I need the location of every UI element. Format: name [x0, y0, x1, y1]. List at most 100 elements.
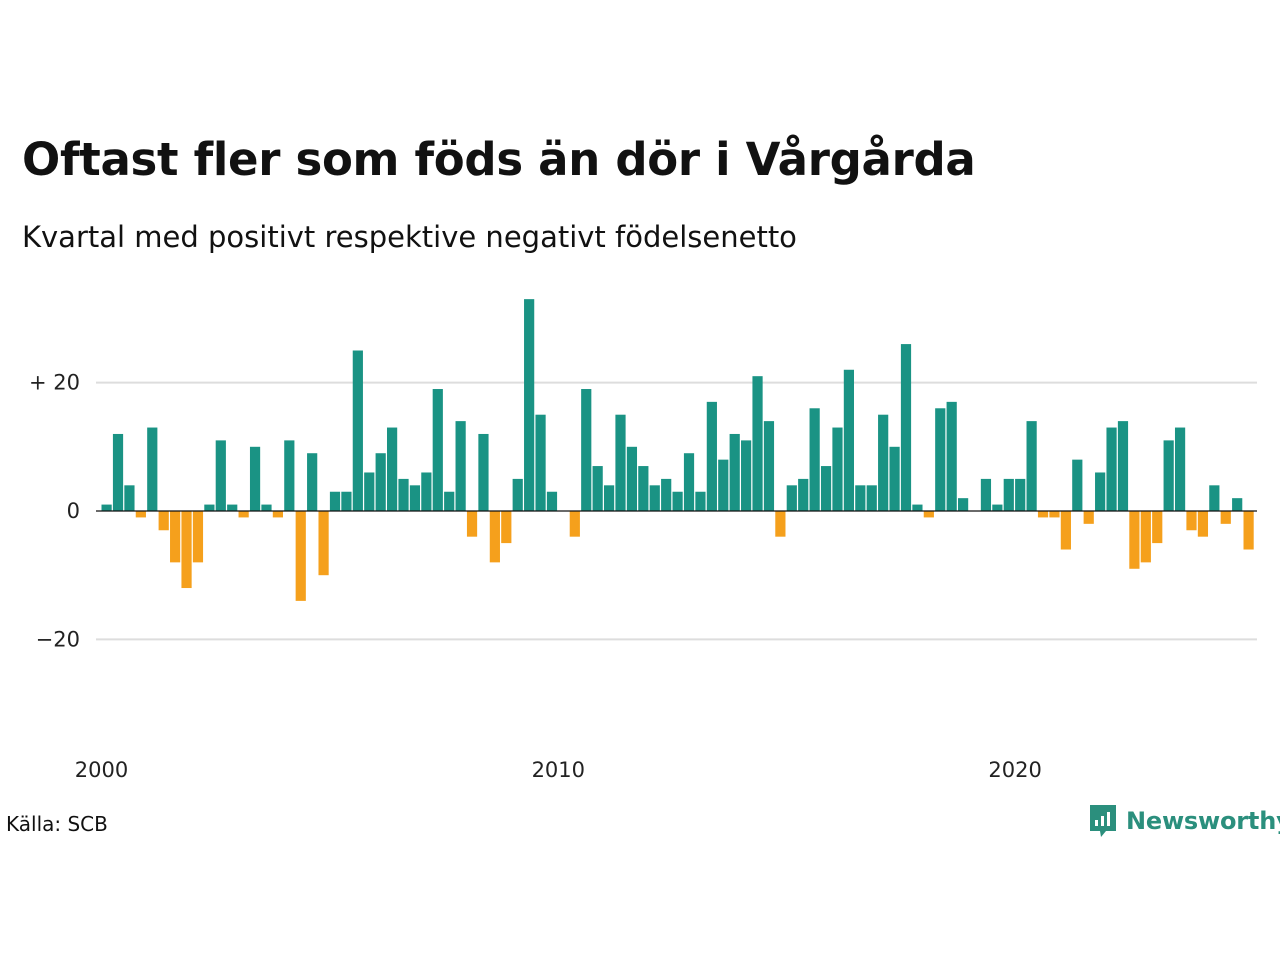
bar: [1129, 511, 1140, 569]
bar: [375, 453, 386, 511]
bar: [1220, 511, 1231, 524]
bar: [661, 478, 672, 511]
bar: [958, 498, 969, 511]
bar: [501, 511, 512, 544]
bar: [718, 459, 729, 511]
newsworthy-logo-icon: [1090, 805, 1116, 837]
bar: [638, 466, 649, 511]
bar: [181, 511, 192, 589]
bar: [923, 511, 934, 518]
chart-title: Oftast fler som föds än dör i Vårgårda: [22, 133, 976, 186]
bar: [329, 491, 341, 511]
gridlines: [96, 381, 1257, 641]
bar: [1015, 478, 1026, 511]
bar: [1026, 421, 1037, 511]
y-tick-label: + 20: [29, 371, 80, 395]
chart-subtitle: Kvartal med positivt respektive negativt…: [22, 220, 797, 254]
bar: [980, 478, 992, 511]
bar: [729, 433, 740, 511]
bar: [444, 491, 455, 511]
bar: [878, 414, 889, 511]
bar: [672, 491, 683, 511]
bar: [432, 389, 443, 511]
bar: [1060, 511, 1071, 550]
bar: [238, 511, 249, 518]
bar: [1232, 498, 1243, 511]
bar: [1209, 485, 1220, 511]
bar: [1003, 478, 1014, 511]
bar: [775, 511, 786, 537]
bar: [763, 421, 775, 511]
bar: [192, 511, 204, 563]
bar: [912, 504, 923, 511]
bar: [307, 453, 318, 511]
bar: [341, 491, 352, 511]
source-note: Källa: SCB: [6, 812, 108, 836]
bar: [992, 504, 1003, 511]
y-tick-label: −20: [36, 627, 80, 651]
bar: [626, 446, 638, 511]
bar: [272, 511, 283, 518]
bar: [855, 485, 866, 511]
bar: [603, 485, 615, 511]
bar: [215, 440, 226, 511]
bar: [1186, 511, 1197, 531]
bar: [1037, 511, 1049, 518]
bar: [752, 376, 763, 511]
bar: [1197, 511, 1209, 537]
bar: [1095, 472, 1106, 511]
bar: [592, 466, 603, 511]
bar: [900, 344, 912, 511]
bar: [798, 478, 809, 511]
bar: [170, 511, 181, 563]
brand-logo[interactable]: Newsworthy: [1088, 803, 1280, 839]
bar: [1152, 511, 1163, 544]
bar: [1072, 459, 1083, 511]
x-tick-label: 2020: [988, 758, 1041, 782]
bar: [135, 511, 146, 518]
bar: [352, 350, 363, 511]
bar: [158, 511, 169, 531]
bar: [284, 440, 295, 511]
bar: [1117, 421, 1129, 511]
bar: [615, 414, 626, 511]
bar: [409, 485, 421, 511]
bar: [387, 427, 398, 511]
x-tick-label: 2000: [75, 758, 128, 782]
bar: [1140, 511, 1151, 563]
bar: [524, 299, 535, 511]
bar: [889, 446, 900, 511]
bar: [1106, 427, 1117, 511]
bar: [364, 472, 375, 511]
bar: [706, 401, 717, 511]
bar: [1174, 427, 1186, 511]
bar: [124, 485, 135, 511]
y-tick-label: 0: [67, 499, 80, 523]
bar: [843, 369, 854, 511]
bar: [466, 511, 478, 537]
bar: [1243, 511, 1254, 550]
bar: [649, 485, 660, 511]
axes: + 20 0 −20 2000 2010 2020: [29, 371, 1257, 782]
brand-name: Newsworthy: [1126, 807, 1280, 835]
bar: [398, 478, 409, 511]
bars: [101, 299, 1254, 601]
bar: [546, 491, 558, 511]
bar: [935, 408, 946, 511]
bar: [249, 446, 261, 511]
bar: [204, 504, 215, 511]
bar: [535, 414, 546, 511]
bar: [832, 427, 843, 511]
bar: [295, 511, 306, 601]
bar: [569, 511, 580, 537]
bar: [866, 485, 877, 511]
bar: [489, 511, 500, 563]
bar: [455, 421, 466, 511]
bar: [820, 466, 832, 511]
bar: [581, 389, 592, 511]
bar: [261, 504, 272, 511]
bar: [1083, 511, 1094, 524]
bar: [478, 433, 489, 511]
bar-chart: + 20 0 −20 2000 2010 2020: [29, 299, 1257, 782]
bar: [101, 504, 112, 511]
